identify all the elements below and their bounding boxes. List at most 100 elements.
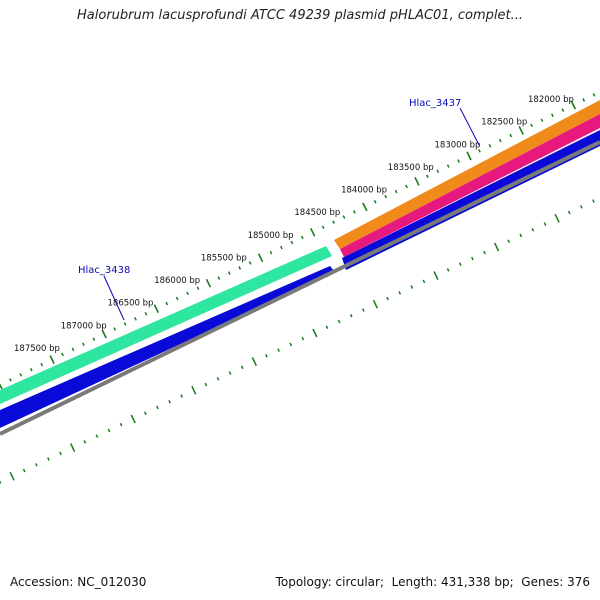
tick-label: 184500 bp [294, 208, 340, 218]
minor-tick [0, 480, 2, 484]
minor-tick [436, 169, 440, 174]
minor-tick [82, 342, 85, 347]
minor-tick [540, 118, 544, 123]
tick-label: 187500 bp [14, 344, 60, 354]
minor-tick [280, 245, 283, 250]
minor-tick [567, 210, 571, 215]
minor-tick [509, 133, 513, 138]
minor-tick [290, 240, 294, 245]
major-tick [494, 242, 500, 252]
minor-tick [373, 199, 377, 204]
minor-tick [426, 174, 429, 179]
gene-label-hlac-3438[interactable]: Hlac_3438 [78, 265, 130, 321]
minor-tick [248, 261, 252, 265]
gene-label-hlac-3437[interactable]: Hlac_3437 [409, 98, 480, 146]
minor-tick [168, 399, 171, 404]
major-tick [153, 304, 160, 314]
minor-tick [457, 159, 460, 163]
major-tick [362, 202, 368, 212]
gene-hlac-3437-forward[interactable] [334, 100, 600, 249]
minor-tick [580, 205, 583, 209]
outer-tick-marks [0, 93, 596, 390]
tick-label: 186500 bp [108, 299, 154, 309]
major-tick [130, 414, 136, 424]
minor-tick [227, 271, 231, 275]
minor-tick [186, 291, 189, 296]
minor-tick [19, 373, 23, 377]
minor-tick [59, 451, 62, 456]
minor-tick [405, 184, 408, 189]
minor-tick [321, 225, 325, 229]
accession-info: Accession: NC_012030 [10, 575, 146, 589]
major-tick [191, 385, 197, 395]
major-tick [101, 329, 107, 339]
minor-tick [483, 250, 486, 255]
minor-tick [498, 138, 502, 143]
tick-label: 185500 bp [201, 254, 247, 264]
minor-tick [337, 319, 341, 324]
minor-tick [119, 422, 123, 427]
minor-tick [551, 113, 554, 118]
tick-labels: 182000 bp 182500 bp 183000 bp 183500 bp 1840… [14, 95, 574, 354]
minor-tick [362, 308, 365, 312]
gene-hlac-3438-forward[interactable] [0, 246, 332, 404]
minor-tick [531, 227, 535, 232]
backbone-line [0, 140, 600, 436]
minor-tick [83, 440, 87, 444]
minor-tick [386, 296, 389, 301]
minor-tick [289, 342, 293, 347]
minor-tick [342, 215, 346, 219]
minor-tick [561, 108, 565, 112]
feature-pink-band [340, 114, 600, 257]
major-tick [312, 328, 318, 338]
major-tick [257, 253, 264, 263]
minor-tick [353, 210, 356, 214]
tick-label: 182000 bp [528, 95, 574, 105]
minor-tick [134, 317, 137, 321]
topology-label: Topology: [275, 575, 332, 589]
genes-label: Genes: [521, 575, 564, 589]
minor-tick [216, 377, 220, 381]
minor-tick [9, 378, 12, 382]
minor-tick [175, 296, 179, 301]
minor-tick [240, 365, 244, 370]
minor-tick [332, 220, 335, 224]
reverse-cds-left[interactable] [0, 266, 335, 428]
minor-tick [71, 347, 75, 352]
major-tick [466, 151, 472, 161]
length-value: 431,338 bp [440, 575, 510, 589]
tick-label: 186000 bp [154, 276, 200, 286]
minor-tick [458, 262, 462, 266]
minor-tick [29, 367, 33, 372]
minor-tick [300, 235, 304, 240]
inner-tick-marks [0, 199, 595, 484]
tick-label: 183500 bp [388, 163, 434, 173]
major-tick [372, 299, 379, 309]
major-tick [9, 471, 15, 481]
minor-tick [95, 434, 99, 438]
minor-tick [488, 143, 492, 148]
sequence-info: Topology: circular; Length: 431,338 bp; … [275, 575, 590, 589]
minor-tick [204, 382, 208, 387]
minor-tick [269, 250, 273, 255]
minor-tick [92, 337, 96, 341]
minor-tick [22, 468, 26, 473]
minor-tick [156, 405, 159, 410]
minor-tick [113, 327, 117, 331]
minor-tick [398, 291, 402, 295]
tick-label: 187000 bp [61, 321, 107, 331]
minor-tick [107, 428, 111, 433]
minor-tick [446, 164, 450, 168]
minor-tick [530, 123, 533, 128]
major-tick [518, 126, 524, 135]
minor-tick [165, 301, 169, 306]
major-tick [49, 355, 55, 364]
minor-tick [144, 411, 147, 416]
genes-value: 376 [567, 575, 590, 589]
major-tick [0, 383, 3, 390]
minor-tick [384, 194, 388, 199]
minor-tick [478, 149, 481, 153]
tick-label: 184000 bp [341, 186, 387, 196]
gene-label-text: Hlac_3437 [409, 98, 461, 109]
length-label: Length: [391, 575, 438, 589]
